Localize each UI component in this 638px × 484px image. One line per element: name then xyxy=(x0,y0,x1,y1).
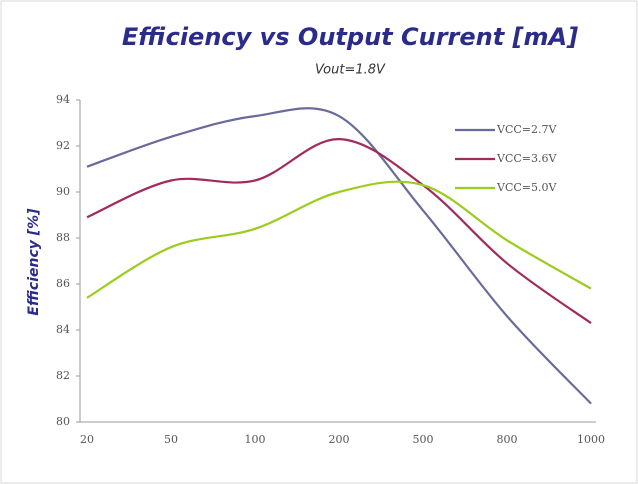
x-tick-label: 50 xyxy=(164,433,178,446)
y-tick-label: 80 xyxy=(56,415,70,428)
chart-subtitle: Vout=1.8V xyxy=(315,63,386,78)
legend-label: VCC=2.7V xyxy=(496,123,557,136)
legend-label: VCC=3.6V xyxy=(496,152,557,165)
y-tick-label: 90 xyxy=(56,185,70,198)
chart-title: Efficiency vs Output Current [mA] xyxy=(122,23,578,51)
y-axis-label: Efficiency [%] xyxy=(26,208,42,316)
x-tick-label: 20 xyxy=(80,433,94,446)
y-tick-label: 82 xyxy=(56,369,70,382)
series-line xyxy=(86,107,592,405)
x-tick-label: 500 xyxy=(413,433,434,446)
x-tick-label: 1000 xyxy=(577,433,605,446)
x-tick-label: 100 xyxy=(245,433,266,446)
y-tick-label: 92 xyxy=(56,139,70,152)
series-line xyxy=(86,137,592,324)
y-tick-label: 94 xyxy=(56,93,70,106)
x-tick-label: 200 xyxy=(329,433,350,446)
x-tick-label: 800 xyxy=(497,433,518,446)
y-tick-label: 88 xyxy=(56,231,70,244)
y-tick-label: 86 xyxy=(56,277,70,290)
series-line xyxy=(86,180,592,299)
legend-label: VCC=5.0V xyxy=(496,181,557,194)
y-tick-label: 84 xyxy=(56,323,70,336)
